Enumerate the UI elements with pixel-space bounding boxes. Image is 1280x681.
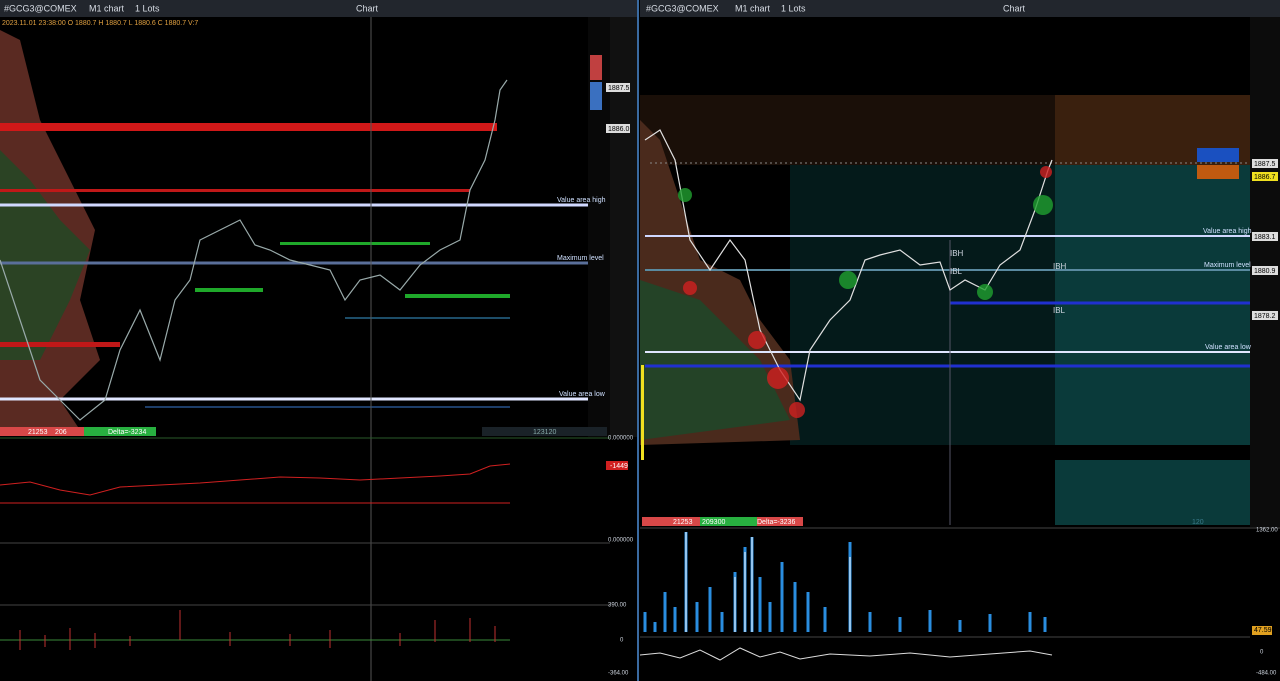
ohlc-info: 2023.11.01 23:38:00 O 1880.7 H 1880.7 L … [2, 20, 198, 27]
bubble [767, 367, 789, 389]
price-label: 1887.5 [608, 85, 630, 92]
trade-bubbles [678, 166, 1053, 418]
level-label: Maximum level [557, 255, 604, 262]
price-line [0, 79, 508, 421]
marker [641, 365, 644, 460]
price-label-bg [1252, 172, 1278, 181]
background-zone [1055, 165, 1250, 445]
histogram [19, 610, 496, 650]
volume-histogram [685, 532, 851, 632]
left-toolbar [0, 0, 637, 17]
price-label-bg [606, 124, 630, 133]
footer-volume-text: 21253 [673, 519, 693, 526]
indicator-label: -364.00 [608, 671, 629, 677]
footer-volume [642, 517, 757, 526]
volume-histogram [643, 532, 1047, 632]
left-panel [0, 0, 637, 681]
level-label: Value area low [559, 391, 606, 398]
bubble [977, 284, 993, 300]
profile-column [588, 17, 610, 437]
background-zone [1055, 460, 1250, 525]
price-label-bg [1252, 266, 1278, 275]
price-label-bg [1252, 232, 1278, 241]
footer-delta-text: Delta=-3236 [757, 519, 795, 526]
level-label: Value area low [1205, 344, 1252, 351]
level-line [405, 294, 510, 298]
chart-title: Chart [1003, 3, 1026, 13]
price-label: 1883.1 [1254, 234, 1276, 241]
price-scale [610, 17, 637, 437]
bubble [683, 281, 697, 295]
indicator-line [0, 463, 511, 496]
bubble [678, 188, 692, 202]
bubble [1033, 195, 1053, 215]
lots[interactable]: 1 Lots [135, 3, 160, 13]
indicator-line [639, 647, 1053, 661]
ib-label: IBH [950, 249, 964, 258]
price-label: 1887.5 [1254, 161, 1276, 168]
profile-block [1197, 148, 1239, 162]
indicator-label: 47.59 [1254, 627, 1272, 634]
ib-label: IBL [950, 267, 963, 276]
indicator-label: -484.00 [1256, 671, 1277, 677]
bubble [748, 331, 766, 349]
volume-profile [640, 280, 790, 440]
price-label: 1886.7 [1254, 174, 1276, 181]
symbol[interactable]: #GCG3@COMEX [4, 3, 77, 13]
footer-trades [700, 517, 757, 526]
level-label: Maximum level [1204, 262, 1251, 269]
right-toolbar [640, 0, 1280, 17]
bubble [789, 402, 805, 418]
symbol[interactable]: #GCG3@COMEX [646, 3, 719, 13]
footer-volume-text: 21253 [28, 429, 48, 436]
indicator-label-bg [1252, 626, 1272, 635]
footer-total [482, 427, 607, 436]
price-label-bg [606, 83, 630, 92]
indicator-label: -1449 [610, 463, 628, 470]
bubble [839, 271, 857, 289]
footer-delta [84, 427, 156, 436]
level-line [0, 189, 470, 192]
price-label-bg [1252, 311, 1278, 320]
footer-trades-text: 209300 [702, 519, 725, 526]
indicator-label: 1362.00 [1256, 528, 1278, 534]
level-label: Value area high [557, 197, 606, 204]
indicator-label: 0 [1260, 650, 1264, 656]
footer-volume [0, 427, 84, 436]
profile-block [1197, 165, 1239, 179]
footer-total-text: 123120 [533, 429, 556, 436]
footer-delta-text: Delta=-3234 [108, 429, 146, 436]
indicator-label: 0.000000 [608, 436, 634, 442]
level-label: Value area high [1203, 228, 1252, 235]
timeframe[interactable]: M1 chart [89, 3, 125, 13]
price-line [644, 129, 1053, 402]
price-label: 1878.2 [1254, 313, 1276, 320]
level-line [0, 123, 497, 131]
ib-label: IBL [1053, 306, 1066, 315]
bubble [1040, 166, 1052, 178]
chart-title: Chart [356, 3, 379, 13]
footer-delta [757, 517, 803, 526]
price-label: 1880.9 [1254, 268, 1276, 275]
indicator-label: 0 [620, 638, 624, 644]
level-line [280, 242, 430, 245]
footer-trades-text: 206 [55, 429, 67, 436]
footer-total-text: 120 [1192, 519, 1204, 526]
profile-column [590, 82, 602, 110]
indicator-label-bg [606, 461, 628, 470]
lots[interactable]: 1 Lots [781, 3, 806, 13]
indicator-label: 0.000000 [608, 538, 634, 544]
profile-column [590, 55, 602, 80]
level-line [195, 288, 263, 292]
timeframe[interactable]: M1 chart [735, 3, 771, 13]
level-line [0, 342, 120, 347]
ib-label: IBH [1053, 262, 1067, 271]
price-labels: 1887.5 1886.7 1883.1 1880.9 1878.2 [1252, 159, 1278, 320]
volume-profile [0, 150, 90, 360]
indicator-label: 390.00 [608, 603, 627, 609]
price-label: 1886.0 [608, 126, 630, 133]
price-label-bg [1252, 159, 1278, 168]
